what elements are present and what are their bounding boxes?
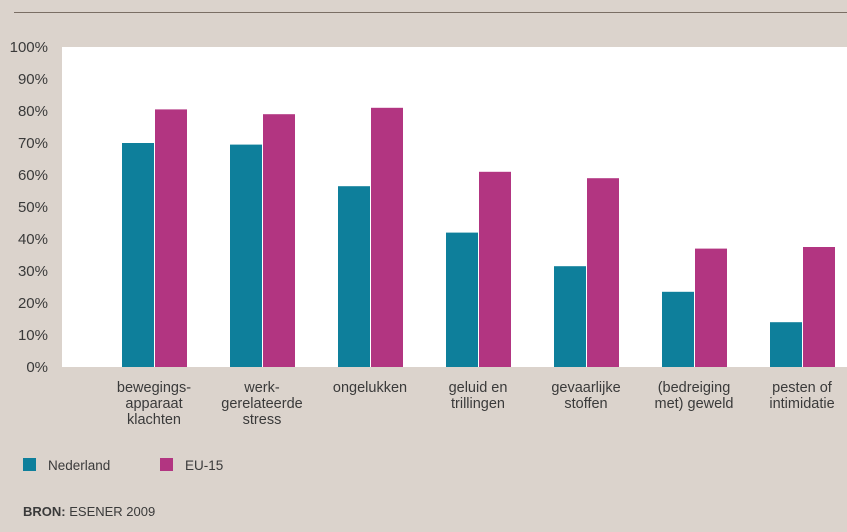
- source-label: BRON:: [23, 504, 66, 519]
- x-category-label-line: klachten: [127, 412, 181, 428]
- source-text: ESENER 2009: [69, 504, 156, 519]
- x-category-label: bewegings-apparaat klachten: [117, 380, 191, 428]
- x-category-label: geluid en trillingen: [449, 380, 508, 412]
- y-tick-label: 50%: [18, 199, 48, 216]
- x-category-label-line: geluid en: [449, 380, 508, 396]
- bar-chart: 0% 10% 20% 30% 40% 50% 60% 70% 80% 90% 100% bewegin…: [10, 39, 847, 428]
- bar-nederland-2: [338, 186, 370, 367]
- x-category-label-line: gevaarlijke: [551, 380, 620, 396]
- bar-eu15-0: [155, 109, 187, 368]
- bar-nederland-6: [770, 322, 802, 367]
- x-category-label-line: met) geweld: [655, 396, 734, 412]
- legend-label-eu15: EU-15: [185, 458, 224, 473]
- legend-item-nederland: Nederland: [23, 458, 110, 473]
- x-category-label: werk-gerelateerde stress: [221, 380, 302, 428]
- bar-nederland-5: [662, 291, 694, 367]
- x-category-label-line: stoffen: [564, 396, 607, 412]
- legend-swatch-nederland: [23, 458, 36, 471]
- x-category-label-line: (bedreiging: [658, 380, 731, 396]
- bar-eu15-4: [587, 178, 619, 367]
- bar-eu15-6: [803, 247, 835, 367]
- bar-eu15-2: [371, 107, 403, 368]
- bar-nederland-0: [122, 143, 154, 367]
- x-category-label: pesten of intimidatie: [769, 380, 834, 412]
- x-category-label-line: ongelukken: [333, 380, 407, 396]
- x-category-label-line: intimidatie: [769, 396, 834, 412]
- y-tick-label: 80%: [18, 103, 48, 120]
- bar-nederland-4: [554, 266, 586, 367]
- source-note: BRON: ESENER 2009: [23, 504, 155, 519]
- x-category-label: gevaarlijke stoffen: [551, 380, 620, 412]
- y-tick-label: 40%: [18, 231, 48, 248]
- bar-eu15-1: [263, 114, 295, 367]
- bar-nederland-1: [230, 144, 262, 367]
- y-tick-label: 20%: [18, 295, 48, 312]
- y-tick-label: 0%: [26, 359, 48, 376]
- legend-item-eu15: EU-15: [160, 458, 223, 473]
- x-category-label-line: stress: [243, 412, 282, 428]
- x-category-label-line: werk-: [243, 380, 280, 396]
- x-category-label-line: gerelateerde: [221, 396, 302, 412]
- legend-label-nederland: Nederland: [48, 458, 111, 473]
- y-tick-label: 10%: [18, 327, 48, 344]
- x-category-label-line: pesten of: [772, 380, 833, 396]
- bar-nederland-3: [446, 232, 478, 367]
- y-tick-label: 90%: [18, 71, 48, 88]
- bar-eu15-5: [695, 248, 727, 367]
- top-rule: [14, 12, 847, 13]
- bar-eu15-3: [479, 171, 511, 367]
- x-category-label-line: bewegings-: [117, 380, 191, 396]
- y-tick-label: 70%: [18, 135, 48, 152]
- x-category-label-line: apparaat: [125, 396, 182, 412]
- legend-swatch-eu15: [160, 458, 173, 471]
- x-category-label: ongelukken: [333, 380, 407, 396]
- y-tick-label: 60%: [18, 167, 48, 184]
- y-tick-label: 30%: [18, 263, 48, 280]
- x-category-label: (bedreiging met) geweld: [655, 380, 734, 412]
- y-tick-label: 100%: [10, 39, 48, 56]
- x-category-label-line: trillingen: [451, 396, 505, 412]
